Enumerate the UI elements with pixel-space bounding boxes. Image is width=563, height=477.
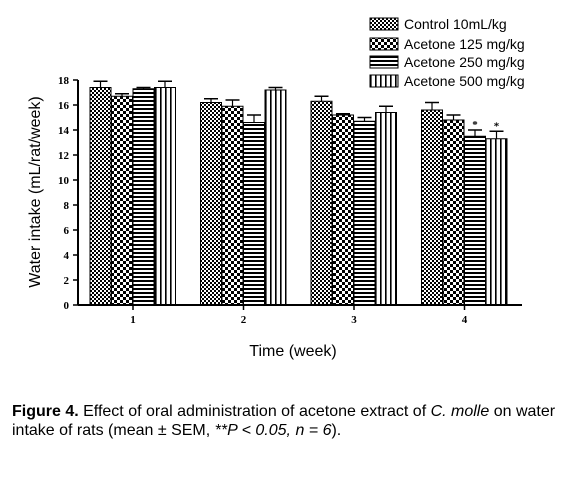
bar	[89, 87, 112, 306]
legend-label-acetone-250: Acetone 250 mg/kg	[404, 54, 525, 70]
significance-marker: *	[494, 120, 500, 132]
y-axis-ticks: 0 2 4 6 8 10 12 14 16 18	[58, 75, 78, 312]
y-tick-label: 0	[64, 300, 70, 312]
bar	[111, 95, 133, 306]
y-tick-label: 8	[64, 200, 70, 212]
legend-swatch-acetone-125	[369, 37, 399, 51]
y-tick-label: 10	[58, 175, 70, 187]
legend-label-control: Control 10mL/kg	[404, 16, 507, 32]
y-axis-title: Water intake (mL/rat/week)	[27, 96, 44, 287]
y-tick-label: 18	[58, 75, 70, 87]
caption-text: on water intake of rats (mean ± SEM,	[12, 403, 556, 439]
bar	[353, 120, 376, 306]
y-tick-label: 2	[64, 275, 70, 287]
caption-text: ).	[331, 422, 342, 439]
caption-text: Effect of oral administration of acetone…	[78, 403, 431, 420]
x-tick-label: 2	[241, 314, 247, 326]
bar	[332, 114, 354, 306]
y-tick-label: 4	[64, 250, 70, 262]
legend-swatch-acetone-500	[369, 74, 399, 88]
y-tick-label: 14	[58, 125, 70, 137]
legend-label-acetone-125: Acetone 125 mg/kg	[404, 36, 525, 52]
bar	[243, 122, 265, 306]
bar	[132, 88, 155, 306]
x-tick-label: 1	[130, 314, 136, 326]
bar	[154, 87, 176, 306]
bar	[375, 112, 397, 306]
bar	[421, 109, 443, 306]
legend-item: Acetone 500 mg/kg	[369, 73, 525, 89]
legend-item: Acetone 125 mg/kg	[369, 36, 525, 52]
bar	[221, 105, 244, 306]
bar	[310, 100, 333, 306]
significance-marker: *	[472, 119, 478, 131]
y-tick-label: 6	[64, 225, 70, 237]
legend: Control 10mL/kg Acetone 125 mg/kg Aceton…	[369, 16, 525, 89]
x-axis-title: Time (week)	[249, 343, 336, 360]
bar	[264, 89, 287, 306]
y-tick-label: 12	[58, 150, 70, 162]
legend-item: Control 10mL/kg	[369, 16, 507, 32]
bar	[464, 135, 486, 306]
bars-layer: * *	[89, 80, 508, 306]
x-tick-label: 3	[351, 314, 357, 326]
caption-species: C. molle	[430, 403, 490, 420]
caption-stats: **P < 0.05, n = 6	[214, 422, 332, 439]
legend-item: Acetone 250 mg/kg	[369, 54, 525, 70]
caption-label: Figure 4.	[12, 403, 79, 420]
x-axis-ticks: 1 2 3 4	[130, 305, 468, 326]
y-tick-label: 16	[58, 100, 70, 112]
bar	[442, 119, 465, 306]
legend-swatch-acetone-250	[369, 55, 399, 69]
legend-label-acetone-500: Acetone 500 mg/kg	[404, 73, 525, 89]
bar	[200, 102, 222, 306]
x-tick-label: 4	[462, 314, 468, 326]
bar	[485, 138, 508, 306]
legend-swatch-control	[369, 17, 399, 31]
figure-caption: Figure 4. Effect of oral administration …	[12, 402, 557, 440]
